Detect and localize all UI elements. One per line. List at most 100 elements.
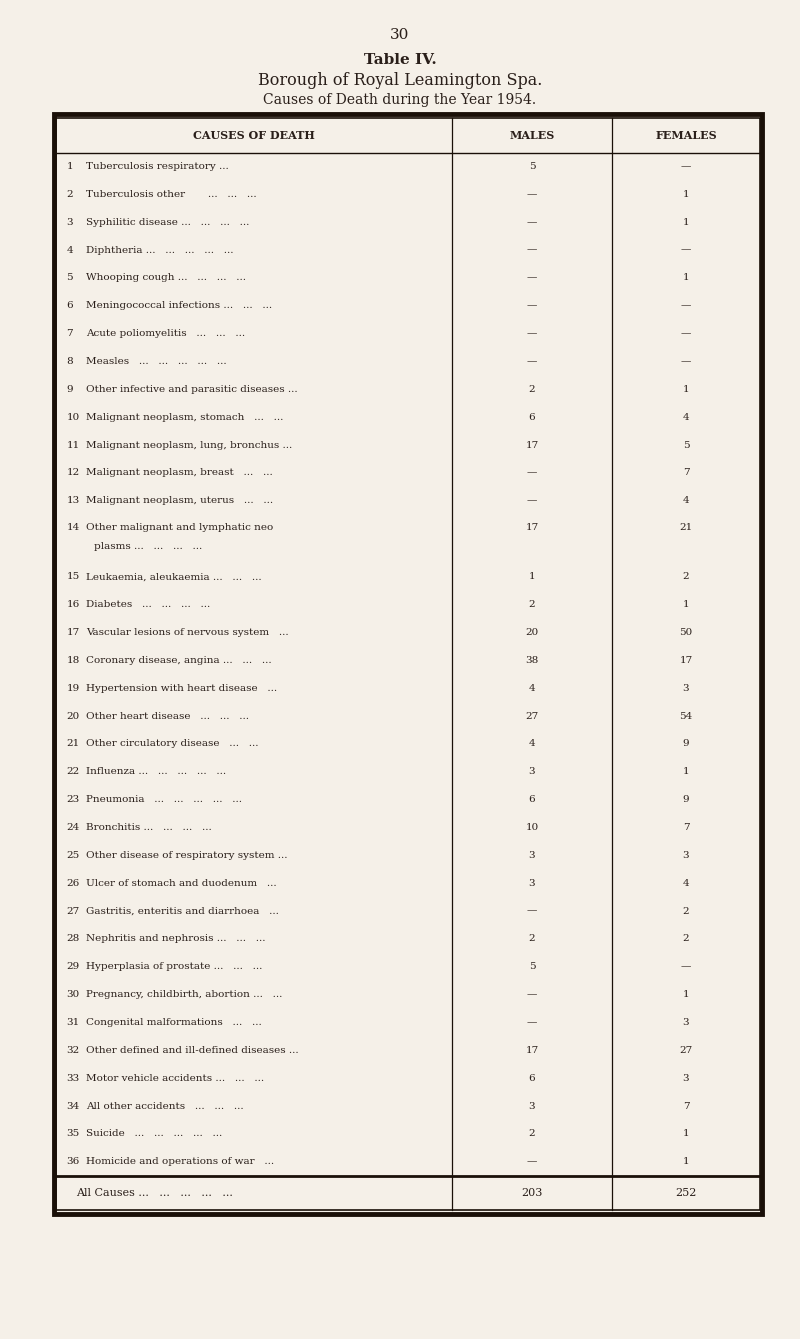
Text: Bronchitis ...   ...   ...   ...: Bronchitis ... ... ... ... (86, 823, 212, 832)
Text: Leukaemia, aleukaemia ...   ...   ...: Leukaemia, aleukaemia ... ... ... (86, 572, 262, 581)
Text: —: — (527, 301, 537, 311)
Text: 1: 1 (529, 572, 535, 581)
Text: 30: 30 (66, 990, 80, 999)
Text: 4: 4 (682, 878, 690, 888)
Text: Malignant neoplasm, uterus   ...   ...: Malignant neoplasm, uterus ... ... (86, 497, 274, 505)
Text: —: — (527, 358, 537, 366)
Text: Hyperplasia of prostate ...   ...   ...: Hyperplasia of prostate ... ... ... (86, 963, 262, 971)
Text: Causes of Death during the Year 1954.: Causes of Death during the Year 1954. (263, 94, 537, 107)
Text: 1: 1 (682, 218, 690, 226)
Text: 3: 3 (529, 850, 535, 860)
Text: 30: 30 (390, 28, 410, 42)
Bar (54, 114, 762, 1214)
Text: 5: 5 (529, 162, 535, 171)
Text: 24: 24 (66, 823, 80, 832)
Text: 20: 20 (66, 711, 80, 720)
Text: 1: 1 (682, 600, 690, 609)
Text: 2: 2 (529, 600, 535, 609)
Text: 7: 7 (682, 1102, 690, 1110)
Text: 15: 15 (66, 572, 80, 581)
Text: 252: 252 (675, 1188, 697, 1198)
Text: 10: 10 (66, 412, 80, 422)
Text: 3: 3 (682, 684, 690, 692)
Text: 2: 2 (682, 935, 690, 944)
Text: 1: 1 (66, 162, 73, 171)
Text: MALES: MALES (510, 130, 554, 141)
Text: Coronary disease, angina ...   ...   ...: Coronary disease, angina ... ... ... (86, 656, 272, 665)
Text: 13: 13 (66, 497, 80, 505)
Text: 4: 4 (529, 739, 535, 749)
Text: Ulcer of stomach and duodenum   ...: Ulcer of stomach and duodenum ... (86, 878, 277, 888)
Text: 4: 4 (529, 684, 535, 692)
Text: —: — (527, 329, 537, 339)
Text: —: — (527, 469, 537, 478)
Text: 3: 3 (529, 1102, 535, 1110)
Text: 3: 3 (529, 878, 535, 888)
Text: 21: 21 (66, 739, 80, 749)
Text: 6: 6 (529, 412, 535, 422)
Text: 2: 2 (529, 935, 535, 944)
Text: —: — (681, 162, 691, 171)
Text: Other infective and parasitic diseases ...: Other infective and parasitic diseases .… (86, 384, 298, 394)
Text: Hypertension with heart disease   ...: Hypertension with heart disease ... (86, 684, 278, 692)
Text: 32: 32 (66, 1046, 80, 1055)
Text: Tuberculosis respiratory ...: Tuberculosis respiratory ... (86, 162, 229, 171)
Text: —: — (527, 990, 537, 999)
Text: Nephritis and nephrosis ...   ...   ...: Nephritis and nephrosis ... ... ... (86, 935, 266, 944)
Text: 2: 2 (682, 907, 690, 916)
Text: —: — (681, 329, 691, 339)
Text: —: — (681, 301, 691, 311)
Text: 50: 50 (679, 628, 693, 637)
Text: 2: 2 (66, 190, 73, 200)
Text: Gastritis, enteritis and diarrhoea   ...: Gastritis, enteritis and diarrhoea ... (86, 907, 279, 916)
Text: Other malignant and lymphatic neo: Other malignant and lymphatic neo (86, 524, 274, 532)
Text: 7: 7 (682, 823, 690, 832)
Text: 27: 27 (66, 907, 80, 916)
Text: 2: 2 (529, 384, 535, 394)
Text: 36: 36 (66, 1157, 80, 1166)
Text: Influenza ...   ...   ...   ...   ...: Influenza ... ... ... ... ... (86, 767, 226, 777)
Text: 3: 3 (682, 1074, 690, 1083)
Text: —: — (527, 273, 537, 283)
Text: 35: 35 (66, 1129, 80, 1138)
Text: 6: 6 (66, 301, 73, 311)
Text: 9: 9 (682, 795, 690, 805)
Text: All other accidents   ...   ...   ...: All other accidents ... ... ... (86, 1102, 244, 1110)
Text: 26: 26 (66, 878, 80, 888)
Text: Acute poliomyelitis   ...   ...   ...: Acute poliomyelitis ... ... ... (86, 329, 246, 339)
Text: 1: 1 (682, 767, 690, 777)
Text: Malignant neoplasm, stomach   ...   ...: Malignant neoplasm, stomach ... ... (86, 412, 284, 422)
Text: —: — (681, 358, 691, 366)
Text: 5: 5 (66, 273, 73, 283)
Text: 10: 10 (526, 823, 538, 832)
Text: 1: 1 (682, 1157, 690, 1166)
Text: 19: 19 (66, 684, 80, 692)
Text: —: — (527, 218, 537, 226)
Text: Homicide and operations of war   ...: Homicide and operations of war ... (86, 1157, 274, 1166)
Text: 4: 4 (682, 412, 690, 422)
Text: All Causes ...   ...   ...   ...   ...: All Causes ... ... ... ... ... (76, 1188, 233, 1198)
Text: Whooping cough ...   ...   ...   ...: Whooping cough ... ... ... ... (86, 273, 246, 283)
Text: 17: 17 (679, 656, 693, 665)
Text: 203: 203 (522, 1188, 542, 1198)
Text: Other disease of respiratory system ...: Other disease of respiratory system ... (86, 850, 288, 860)
Text: CAUSES OF DEATH: CAUSES OF DEATH (193, 130, 315, 141)
Text: 1: 1 (682, 190, 690, 200)
Text: 14: 14 (66, 524, 80, 532)
Text: Other heart disease   ...   ...   ...: Other heart disease ... ... ... (86, 711, 250, 720)
Text: —: — (527, 1018, 537, 1027)
Text: FEMALES: FEMALES (655, 130, 717, 141)
Text: Pneumonia   ...   ...   ...   ...   ...: Pneumonia ... ... ... ... ... (86, 795, 242, 805)
Text: —: — (681, 963, 691, 971)
Text: Table IV.: Table IV. (364, 54, 436, 67)
Text: 23: 23 (66, 795, 80, 805)
Text: 2: 2 (682, 572, 690, 581)
Text: 20: 20 (526, 628, 538, 637)
Text: Suicide   ...   ...   ...   ...   ...: Suicide ... ... ... ... ... (86, 1129, 222, 1138)
Text: —: — (527, 245, 537, 254)
Text: 27: 27 (526, 711, 538, 720)
Text: Syphilitic disease ...   ...   ...   ...: Syphilitic disease ... ... ... ... (86, 218, 250, 226)
Text: 17: 17 (66, 628, 80, 637)
Text: 21: 21 (679, 524, 693, 532)
Text: 18: 18 (66, 656, 80, 665)
